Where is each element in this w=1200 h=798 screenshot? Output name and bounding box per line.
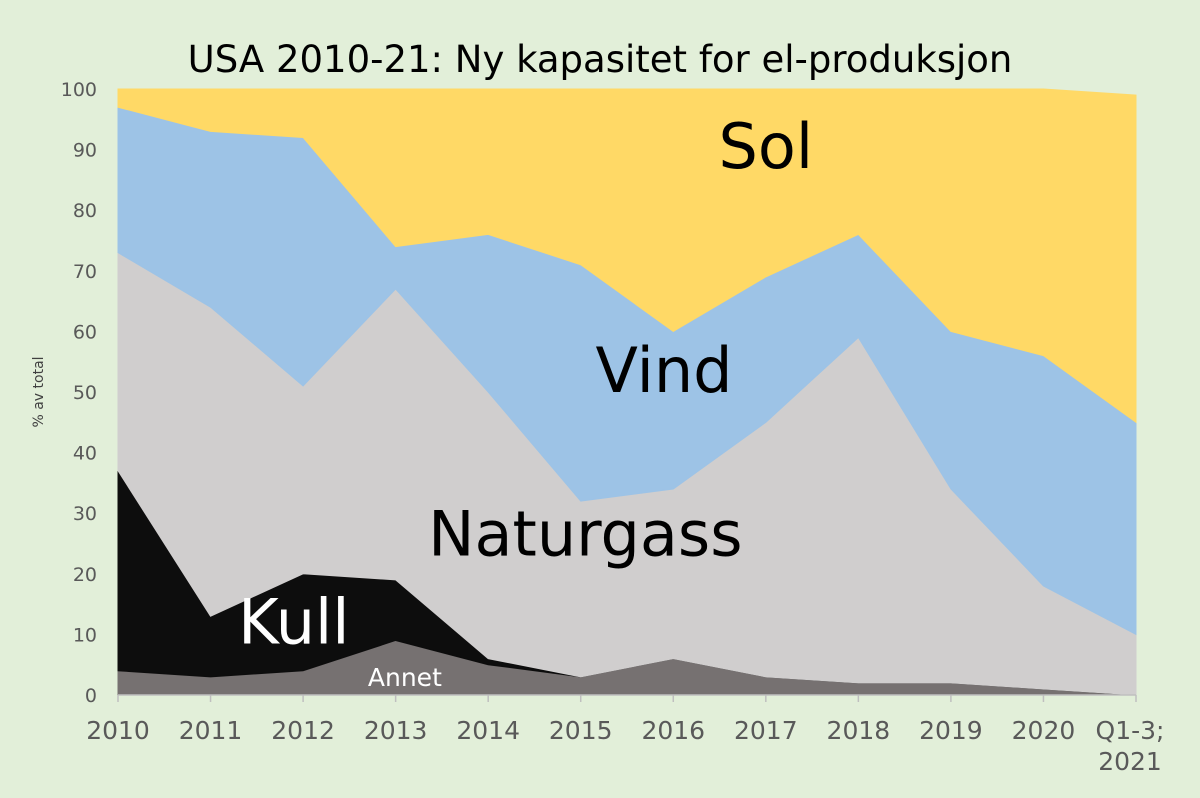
series-label-annet: Annet (368, 663, 442, 692)
series-label-kull: Kull (238, 585, 349, 658)
x-tick-label: Q1-3; 2021 (1096, 716, 1165, 776)
x-tick-label: 2010 (86, 716, 150, 745)
x-tick-label: 2020 (1012, 716, 1076, 745)
area-series-group (117, 88, 1137, 696)
x-tick-label: 2016 (641, 716, 705, 745)
x-tick-label: 2017 (734, 716, 798, 745)
y-tick-labels: 0 10 20 30 40 50 60 70 80 90 100 (61, 79, 97, 707)
y-tick-label: 10 (73, 624, 97, 646)
x-tick-label: 2015 (549, 716, 613, 745)
series-labels: Annet Kull Naturgass Vind Sol (238, 110, 813, 692)
x-tick-label: 2012 (271, 716, 335, 745)
x-tick-label: 2013 (364, 716, 428, 745)
chart-title: USA 2010-21: Ny kapasitet for el-produks… (188, 38, 1013, 81)
series-label-vind: Vind (596, 334, 733, 407)
y-tick-label: 50 (73, 382, 97, 404)
y-tick-label: 60 (73, 321, 97, 343)
y-tick-label: 20 (73, 564, 97, 586)
y-axis-label: % av total (31, 356, 47, 427)
x-tick-label: 2018 (827, 716, 891, 745)
x-tick-label: 2019 (919, 716, 983, 745)
y-tick-label: 40 (73, 443, 97, 465)
y-tick-label: 30 (73, 503, 97, 525)
y-tick-label: 100 (61, 79, 97, 101)
series-label-sol: Sol (719, 110, 814, 183)
series-label-naturgass: Naturgass (428, 498, 742, 571)
area-sol (117, 88, 1137, 424)
y-tick-label: 70 (73, 261, 97, 283)
y-tick-label: 0 (85, 685, 97, 707)
x-tick-labels: 2010 2011 2012 2013 2014 2015 2016 2017 2018 2019… (86, 695, 1164, 776)
x-tick-label: 2014 (456, 716, 520, 745)
x-tick-label: 2011 (179, 716, 243, 745)
y-tick-label: 80 (73, 200, 97, 222)
y-tick-label: 90 (73, 140, 97, 162)
